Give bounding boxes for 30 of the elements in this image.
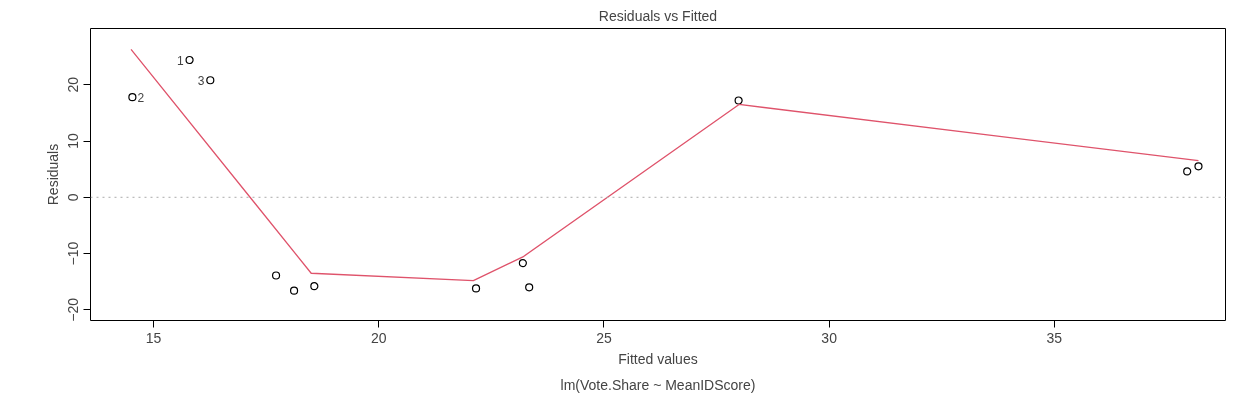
point bbox=[525, 283, 534, 292]
y-tick-label: 10 bbox=[65, 133, 82, 149]
y-tick-label: −10 bbox=[65, 241, 82, 266]
x-tick-label: 20 bbox=[370, 329, 387, 346]
point bbox=[289, 286, 299, 295]
annotation: 2 bbox=[137, 90, 145, 105]
x-tick-label: 15 bbox=[145, 329, 162, 346]
point bbox=[271, 271, 281, 280]
point bbox=[185, 55, 194, 65]
point bbox=[310, 282, 319, 291]
chart-title: Residuals vs Fitted bbox=[598, 7, 718, 24]
y-tick-label: 0 bbox=[65, 193, 82, 202]
text: lm(Vote.Share ~ MeanIDScore) bbox=[560, 376, 756, 393]
point bbox=[1194, 162, 1203, 171]
point bbox=[1183, 167, 1192, 176]
y-tick-label: −20 bbox=[65, 297, 82, 322]
point bbox=[128, 93, 137, 102]
y-tick-label: 20 bbox=[65, 76, 82, 93]
point bbox=[734, 96, 743, 105]
x-tick-label: 25 bbox=[596, 329, 612, 346]
x-tick-label: 35 bbox=[1046, 329, 1063, 346]
annotation: 3 bbox=[197, 73, 205, 88]
x-axis-title: Fitted values bbox=[618, 350, 698, 367]
annotation: 1 bbox=[176, 53, 184, 68]
point bbox=[206, 76, 215, 85]
line-series bbox=[130, 48, 1200, 282]
x-tick-label: 30 bbox=[821, 329, 838, 346]
y-axis-title: Residuals bbox=[44, 143, 61, 206]
point bbox=[471, 284, 481, 293]
point bbox=[518, 259, 527, 268]
